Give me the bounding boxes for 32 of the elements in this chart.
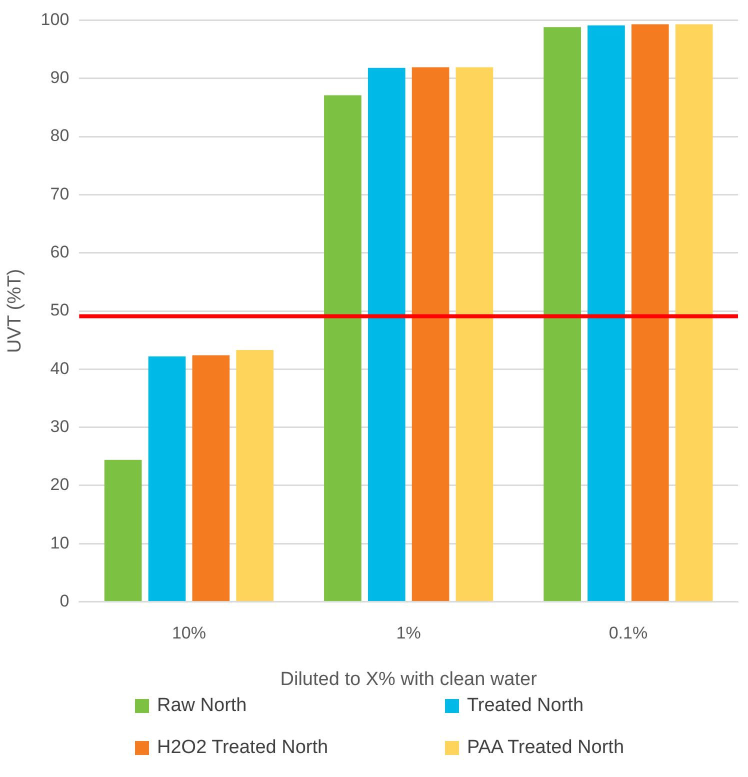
legend-label: Treated North <box>467 695 584 717</box>
bar <box>456 67 494 602</box>
x-tick-label: 10% <box>172 624 206 643</box>
y-tick-label: 30 <box>50 417 70 436</box>
y-tick-label: 70 <box>50 184 70 204</box>
legend-label: Raw North <box>157 695 247 717</box>
bar <box>236 350 274 602</box>
x-tick-label: 1% <box>396 624 421 643</box>
bar <box>631 24 669 602</box>
bar <box>148 356 186 602</box>
bar <box>192 355 230 602</box>
bar <box>368 68 406 602</box>
y-tick-label: 90 <box>50 68 70 88</box>
x-tick-label: 0.1% <box>608 624 648 643</box>
bar <box>412 67 450 602</box>
y-tick-label: 0 <box>60 591 70 610</box>
legend-label: H2O2 Treated North <box>157 737 328 759</box>
y-tick-label: 60 <box>50 242 70 262</box>
bar <box>104 460 142 602</box>
bar <box>544 27 581 602</box>
x-axis-title: Diluted to X% with clean water <box>280 668 538 690</box>
bar <box>675 24 713 602</box>
bar <box>588 25 625 602</box>
bar <box>324 95 362 602</box>
y-tick-label: 50 <box>50 300 70 320</box>
y-tick-label: 20 <box>50 475 70 494</box>
y-tick-label: 100 <box>40 10 70 29</box>
y-tick-label: 10 <box>50 533 70 552</box>
y-tick-label: 40 <box>50 358 70 378</box>
y-tick-label: 80 <box>50 126 70 146</box>
legend-label: PAA Treated North <box>467 737 624 759</box>
y-axis-title: UVT (%T) <box>4 268 26 354</box>
